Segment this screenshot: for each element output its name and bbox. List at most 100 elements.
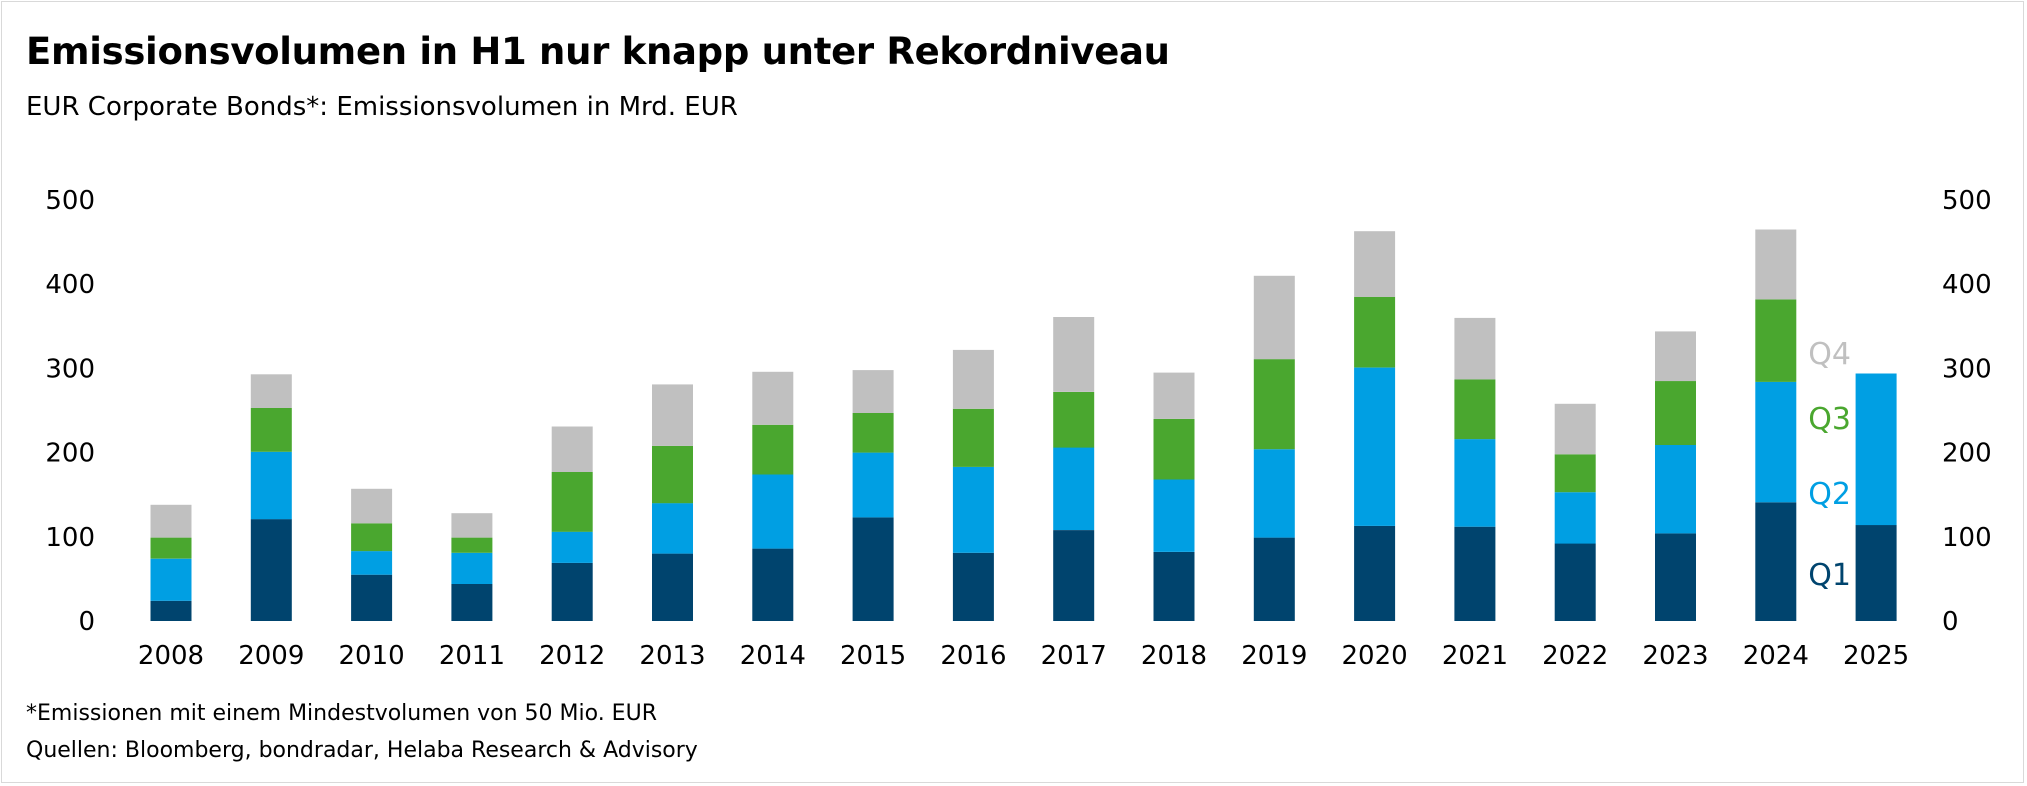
bar-2015-q3 — [852, 413, 894, 453]
x-tick-2011: 2011 — [439, 641, 505, 671]
footnote-min-volume: *Emissionen mit einem Mindestvolumen von… — [26, 701, 657, 726]
bar-2009-q4 — [250, 374, 292, 408]
y-tick-right-500: 500 — [1942, 186, 1992, 216]
bar-2013-q1 — [652, 553, 693, 621]
x-tick-2014: 2014 — [740, 641, 806, 671]
bar-2017-q2 — [1053, 447, 1095, 530]
y-tick-right-300: 300 — [1942, 354, 1992, 384]
bar-2020-q4 — [1354, 231, 1396, 297]
x-tick-2013: 2013 — [639, 641, 705, 671]
x-tick-2016: 2016 — [940, 641, 1006, 671]
footnote-sources: Quellen: Bloomberg, bondradar, Helaba Re… — [26, 738, 698, 763]
y-tick-left-400: 400 — [45, 270, 95, 300]
bar-2010-q3 — [351, 523, 393, 552]
x-tick-2015: 2015 — [840, 641, 906, 671]
x-tick-2012: 2012 — [539, 641, 605, 671]
bar-2016-q2 — [952, 466, 994, 553]
bar-2019-q1 — [1253, 537, 1295, 621]
bar-2017-q4 — [1053, 317, 1095, 392]
bar-2013-q2 — [652, 503, 693, 554]
bar-2012-q4 — [551, 426, 593, 472]
bar-2011-q3 — [451, 537, 493, 553]
y-tick-right-200: 200 — [1942, 439, 1992, 469]
bar-2022-q3 — [1554, 454, 1596, 493]
bar-2020-q2 — [1354, 367, 1396, 526]
chart-subtitle: EUR Corporate Bonds*: Emissionsvolumen i… — [26, 92, 738, 122]
y-tick-left-100: 100 — [45, 523, 95, 553]
bar-2014-q3 — [752, 424, 794, 475]
bar-2014-q2 — [752, 474, 794, 549]
bar-2021-q1 — [1454, 526, 1496, 621]
x-tick-2021: 2021 — [1442, 641, 1508, 671]
bar-2008-q2 — [150, 558, 192, 601]
bar-2008-q4 — [150, 504, 192, 538]
y-tick-left-500: 500 — [45, 186, 95, 216]
x-tick-2020: 2020 — [1342, 641, 1408, 671]
bar-2024-q3 — [1755, 299, 1797, 382]
bar-2017-q1 — [1053, 530, 1095, 621]
bar-2009-q1 — [250, 519, 292, 621]
bar-2022-q2 — [1554, 492, 1596, 544]
bar-2023-q4 — [1655, 331, 1696, 382]
bar-2017-q3 — [1053, 392, 1095, 448]
bar-2013-q3 — [652, 445, 693, 504]
bar-2015-q4 — [852, 370, 894, 413]
bar-2019-q3 — [1253, 359, 1295, 450]
bar-2018-q4 — [1153, 372, 1195, 419]
legend-label-q2: Q2 — [1808, 477, 1851, 512]
bar-2014-q4 — [752, 371, 794, 425]
legend-label-q1: Q1 — [1808, 558, 1851, 593]
legend-label-q3: Q3 — [1808, 402, 1851, 437]
y-tick-left-300: 300 — [45, 354, 95, 384]
bar-2025-q1 — [1855, 525, 1897, 621]
bar-2021-q4 — [1454, 317, 1496, 380]
y-tick-right-0: 0 — [1942, 607, 1959, 637]
bar-2011-q1 — [451, 584, 493, 621]
bar-2008-q3 — [150, 537, 192, 559]
bar-2010-q4 — [351, 488, 393, 524]
bar-2016-q4 — [952, 349, 994, 409]
bar-2023-q2 — [1655, 445, 1696, 534]
x-tick-2023: 2023 — [1642, 641, 1708, 671]
x-tick-2017: 2017 — [1041, 641, 1107, 671]
bar-2009-q3 — [250, 408, 292, 452]
bar-2023-q1 — [1655, 533, 1696, 621]
bar-2020-q1 — [1354, 525, 1396, 621]
bar-2014-q1 — [752, 548, 794, 621]
bar-2021-q2 — [1454, 439, 1496, 527]
bar-2018-q2 — [1153, 479, 1195, 552]
bar-2018-q3 — [1153, 418, 1195, 480]
bar-2022-q4 — [1554, 403, 1596, 455]
bar-2010-q1 — [351, 574, 393, 621]
x-tick-2019: 2019 — [1241, 641, 1307, 671]
bar-2009-q2 — [250, 451, 292, 520]
bar-2012-q3 — [551, 472, 593, 532]
bar-2023-q3 — [1655, 381, 1696, 445]
y-tick-left-0: 0 — [78, 607, 95, 637]
bar-2012-q1 — [551, 562, 593, 621]
bar-2013-q4 — [652, 384, 693, 446]
y-tick-right-100: 100 — [1942, 523, 1992, 553]
bar-2022-q1 — [1554, 543, 1596, 621]
bar-2024-q2 — [1755, 381, 1797, 503]
bar-2016-q3 — [952, 408, 994, 467]
bar-2024-q1 — [1755, 502, 1797, 621]
bar-2019-q2 — [1253, 449, 1295, 538]
x-tick-2022: 2022 — [1542, 641, 1608, 671]
bar-2011-q2 — [451, 552, 493, 584]
bar-2016-q1 — [952, 552, 994, 621]
x-tick-2009: 2009 — [238, 641, 304, 671]
bar-2015-q2 — [852, 452, 894, 518]
y-tick-right-400: 400 — [1942, 270, 1992, 300]
x-tick-2018: 2018 — [1141, 641, 1207, 671]
bar-2019-q4 — [1253, 275, 1295, 360]
bar-2025-q2 — [1855, 373, 1897, 526]
x-tick-2025: 2025 — [1843, 641, 1909, 671]
legend-label-q4: Q4 — [1808, 337, 1851, 372]
x-tick-2024: 2024 — [1743, 641, 1809, 671]
bar-2008-q1 — [150, 600, 192, 621]
chart-title: Emissionsvolumen in H1 nur knapp unter R… — [26, 30, 1170, 73]
bar-2015-q1 — [852, 517, 894, 621]
